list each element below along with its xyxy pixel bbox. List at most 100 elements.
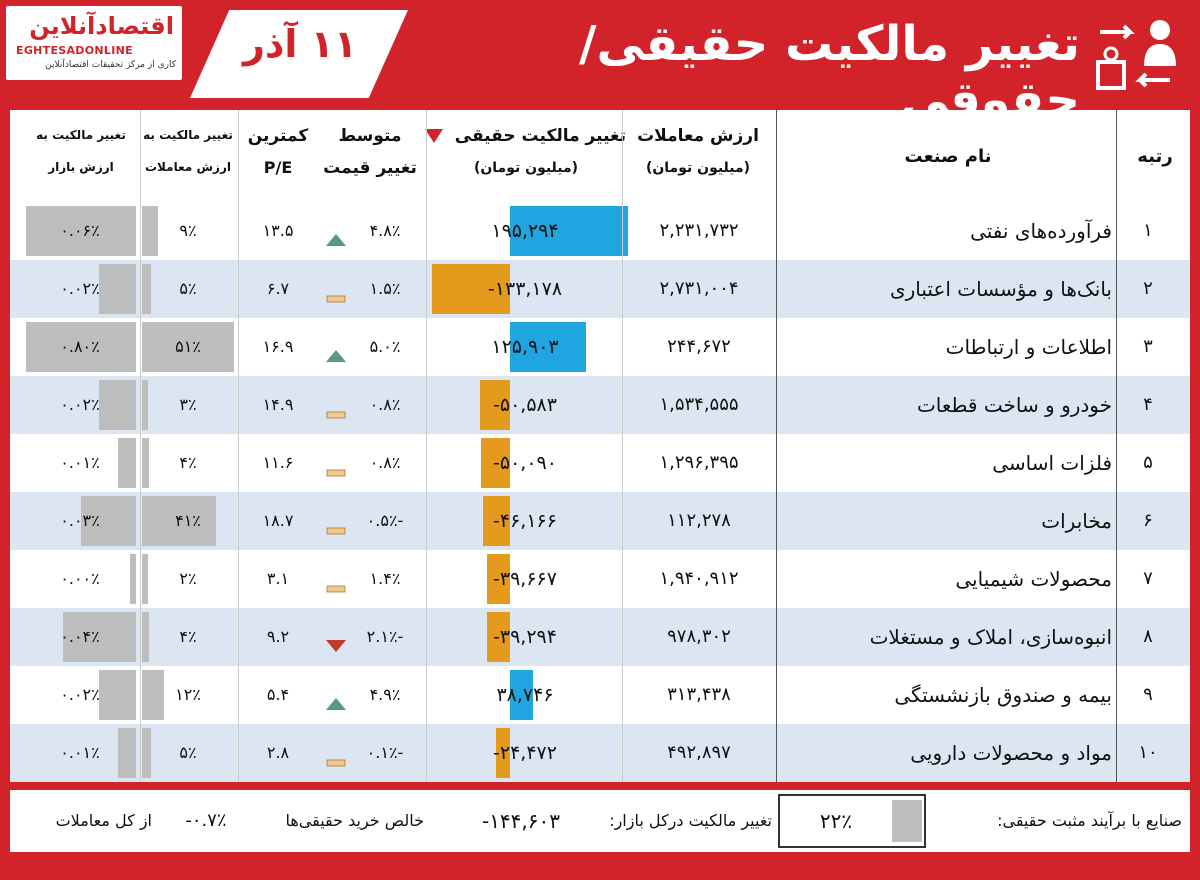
rank-cell: ۱ — [1143, 220, 1153, 241]
header-ratio-market-label-2: ارزش بازار — [48, 160, 114, 174]
ratio-market-bar — [118, 438, 136, 488]
column-divider — [776, 110, 777, 782]
negative-bar — [483, 496, 510, 546]
table-row: ۴ خودرو و ساخت قطعات ۱,۵۳۴,۵۵۵ ۵۰,۵۸۳- ۰.۸٪ ۱… — [10, 376, 1190, 434]
trade-value-cell: ۲,۲۳۱,۷۳۲ — [659, 220, 739, 241]
header-avg-price-label: متوسط — [338, 126, 402, 146]
negative-bar — [432, 264, 510, 314]
ownership-transfer-icon — [1096, 20, 1176, 90]
ratio-trade-cell: ۵٪ — [179, 279, 197, 298]
avg-price-cell: -۲.۱٪ — [366, 627, 404, 646]
ratio-trade-bar — [142, 612, 149, 662]
market-label: تغییر مالکیت درکل بازار: — [609, 811, 772, 830]
logo-name: اقتصادآنلاین — [29, 12, 174, 40]
real-change-cell: ۱۲۵,۹۰۳ — [491, 336, 559, 358]
logo-tagline: کاری از مرکز تحقیقات اقتصادآنلاین — [45, 60, 176, 70]
header-trade-value-unit: (میلیون تومان) — [645, 160, 751, 176]
header-ratio-market: تغییر مالکیت به ارزش بازار — [24, 110, 138, 202]
sort-desc-triangle-icon[interactable] — [424, 129, 443, 143]
trend-flat-icon — [326, 411, 346, 419]
trend-down-icon — [326, 640, 346, 652]
ratio-trade-cell: ۴٪ — [179, 627, 197, 646]
industry-cell: مواد و محصولات دارویی — [910, 741, 1112, 765]
header-avg-price: متوسط تغییر قیمت — [316, 110, 424, 202]
market-value: ۱۴۴,۶۰۳- — [481, 809, 560, 833]
ratio-trade-cell: ۴٪ — [179, 453, 197, 472]
real-change-cell: ۲۴,۴۷۲- — [493, 742, 557, 764]
ratio-market-bar — [63, 612, 136, 662]
header-ratio-market-label: تغییر مالکیت به — [36, 128, 126, 142]
ratio-market-cell: ۰.۰۴٪ — [60, 627, 100, 646]
ratio-market-bar — [130, 554, 136, 604]
ratio-market-cell: ۰.۰۲٪ — [60, 395, 100, 414]
ratio-market-bar — [99, 380, 136, 430]
pe-cell: ۵.۴ — [266, 685, 290, 704]
industry-cell: بیمه و صندوق بازنشستگی — [894, 683, 1112, 707]
ratio-trade-cell: ۲٪ — [179, 569, 197, 588]
pe-cell: ۱۸.۷ — [262, 511, 294, 530]
pe-cell: ۱۴.۹ — [262, 395, 294, 414]
pe-cell: ۳.۱ — [266, 569, 290, 588]
ratio-market-bar — [81, 496, 136, 546]
ratio-trade-bar — [142, 728, 151, 778]
industry-cell: بانک‌ها و مؤسسات اعتباری — [889, 277, 1112, 301]
header-ratio-trade-label-2: ارزش معاملات — [145, 160, 231, 174]
ratio-market-cell: ۰.۰۱٪ — [60, 743, 100, 762]
pe-cell: ۱۱.۶ — [262, 453, 294, 472]
positive-bar — [510, 322, 586, 372]
ratio-trade-cell: ۵٪ — [179, 743, 197, 762]
avg-price-cell: -۰.۱٪ — [366, 743, 404, 762]
trade-value-cell: ۱,۵۳۴,۵۵۵ — [659, 394, 739, 415]
rank-cell: ۶ — [1143, 510, 1153, 531]
table-row: ۳ اطلاعات و ارتباطات ۲۴۴,۶۷۲ ۱۲۵,۹۰۳ ۵.۰٪ ۱۶.… — [10, 318, 1190, 376]
real-change-cell: ۱۳۳,۱۷۸- — [487, 278, 563, 300]
trend-up-icon — [326, 234, 346, 246]
trend-flat-icon — [326, 295, 346, 303]
ratio-trade-cell: ۱۲٪ — [175, 685, 201, 704]
ratio-trade-cell: ۹٪ — [179, 221, 197, 240]
avg-price-cell: ۱.۴٪ — [369, 569, 401, 588]
ratio-market-cell: ۰.۰۰٪ — [60, 569, 100, 588]
table-row: ۸ انبوه‌سازی، املاک و مستغلات ۹۷۸,۳۰۲ ۳۹,۲۹… — [10, 608, 1190, 666]
trade-value-cell: ۹۷۸,۳۰۲ — [667, 626, 731, 647]
net-suffix: از کل معاملات — [55, 811, 152, 830]
avg-price-cell: ۵.۰٪ — [369, 337, 401, 356]
trade-value-cell: ۱,۹۴۰,۹۱۲ — [659, 568, 739, 589]
rank-cell: ۱۰ — [1138, 742, 1158, 763]
data-table: رتبه نام صنعت ارزش معاملات (میلیون تومان… — [10, 110, 1190, 782]
real-change-cell: ۵۰,۰۹۰- — [493, 452, 557, 474]
table-row: ۵ فلزات اساسی ۱,۲۹۶,۳۹۵ ۵۰,۰۹۰- ۰.۸٪ ۱۱.۶ ۴٪ ۰.… — [10, 434, 1190, 492]
column-divider — [1116, 110, 1117, 782]
pe-cell: ۱۳.۵ — [262, 221, 294, 240]
industry-cell: فرآورده‌های نفتی — [970, 219, 1112, 243]
ratio-market-bar — [118, 728, 136, 778]
pe-cell: ۶.۷ — [266, 279, 290, 298]
negative-bar — [487, 554, 510, 604]
ratio-trade-bar — [142, 438, 149, 488]
avg-price-cell: ۴.۸٪ — [369, 221, 401, 240]
ratio-market-cell: ۰.۰۲٪ — [60, 685, 100, 704]
avg-price-cell: ۰.۸٪ — [369, 395, 401, 414]
header-real-change-label: تغییر مالکیت حقیقی — [454, 126, 626, 146]
header-real-change: تغییر مالکیت حقیقی (میلیون تومان) — [424, 110, 626, 202]
trend-up-icon — [326, 350, 346, 362]
negative-bar — [481, 438, 510, 488]
rank-cell: ۵ — [1143, 452, 1153, 473]
column-divider — [140, 110, 141, 782]
ratio-market-bar — [99, 670, 136, 720]
ratio-market-cell: ۰.۰۶٪ — [60, 221, 100, 240]
real-change-cell: ۵۰,۵۸۳- — [493, 394, 557, 416]
pe-cell: ۱۶.۹ — [262, 337, 294, 356]
trade-value-cell: ۴۹۲,۸۹۷ — [667, 742, 731, 763]
header-bar: اقتصادآنلاین EGHTESADONLINE کاری از مرکز… — [0, 0, 1200, 128]
ratio-trade-bar — [142, 380, 148, 430]
header-industry: نام صنعت — [778, 110, 1118, 202]
table-row: ۹ بیمه و صندوق بازنشستگی ۳۱۳,۴۳۸ ۳۸,۷۴۶ ۴.۹٪… — [10, 666, 1190, 724]
header-trade-value: ارزش معاملات (میلیون تومان) — [622, 110, 774, 202]
ratio-trade-cell: ۳٪ — [179, 395, 197, 414]
ratio-market-bar — [26, 206, 136, 256]
ratio-market-bar — [26, 322, 136, 372]
trend-flat-icon — [326, 759, 346, 767]
trend-up-icon — [326, 698, 346, 710]
column-divider — [622, 110, 623, 782]
